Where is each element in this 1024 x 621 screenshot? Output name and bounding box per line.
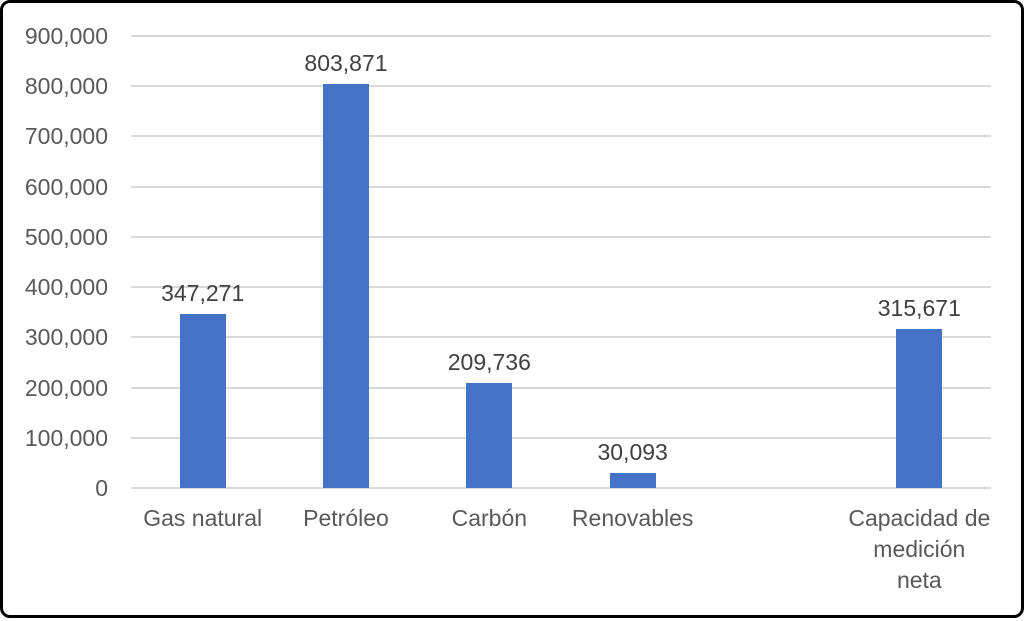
- y-axis-tick-label: 900,000: [24, 23, 108, 49]
- gridline-100000: [131, 436, 991, 439]
- bar-gas-natural: [179, 313, 226, 488]
- y-axis-tick-label: 600,000: [24, 173, 108, 200]
- x-axis-label-line: Capacidad de: [848, 505, 991, 531]
- x-axis-label-line: Gas natural: [143, 505, 263, 531]
- y-axis-tick-label: 700,000: [24, 123, 108, 150]
- y-axis-tick-label: 100,000: [24, 424, 108, 451]
- gridline-900000: [131, 35, 991, 37]
- x-axis-label-line: Carbón: [451, 505, 528, 531]
- y-axis-tick-label: 500,000: [24, 223, 108, 250]
- gridline-300000: [131, 336, 991, 339]
- x-axis-label-line: Renovables: [571, 505, 694, 531]
- y-axis-tick-label: 300,000: [24, 324, 108, 351]
- y-axis: 0 100,000 200,000 300,000 400,000 500,000 600,…: [18, 3, 108, 621]
- gridline-600000: [131, 185, 991, 188]
- plot-area: 347,271 803,871 209,736 30,093 315,671: [131, 35, 991, 489]
- x-axis-label-petroleo: Petróleo: [256, 503, 436, 534]
- bar-carbon: [466, 382, 513, 488]
- y-axis-tick-label: 200,000: [24, 374, 108, 401]
- data-label-gas-natural: 347,271: [161, 279, 245, 306]
- gridline-700000: [131, 135, 991, 138]
- x-axis-label-renovables: Renovables: [543, 503, 723, 534]
- bar-renovables: [609, 472, 656, 488]
- x-axis-label-gas-natural: Gas natural: [113, 503, 293, 534]
- gridline-800000: [131, 85, 991, 88]
- x-axis-label-line: medición: [873, 536, 966, 562]
- data-label-carbon: 209,736: [447, 348, 531, 375]
- bar-petroleo: [323, 84, 369, 488]
- x-axis-label-line: neta: [896, 567, 942, 593]
- gridline-0: [131, 487, 991, 489]
- data-label-renovables: 30,093: [597, 438, 668, 465]
- data-label-capacidad-de-medicion-neta: 315,671: [877, 295, 961, 322]
- gridline-400000: [131, 286, 991, 289]
- gridline-200000: [131, 386, 991, 389]
- x-axis-label-line: Petróleo: [303, 505, 389, 531]
- y-axis-tick-label: 400,000: [24, 274, 108, 301]
- x-axis-label-carbon: Carbón: [399, 503, 579, 534]
- data-label-petroleo: 803,871: [304, 50, 388, 77]
- y-axis-tick-label: 0: [95, 475, 108, 501]
- bar-capacidad-de-medicion-neta: [896, 329, 943, 488]
- y-axis-tick-label: 800,000: [24, 73, 108, 100]
- x-axis-label-capacidad-de-medicion-neta: Capacidad de medición neta: [829, 503, 1009, 596]
- gridline-500000: [131, 235, 991, 238]
